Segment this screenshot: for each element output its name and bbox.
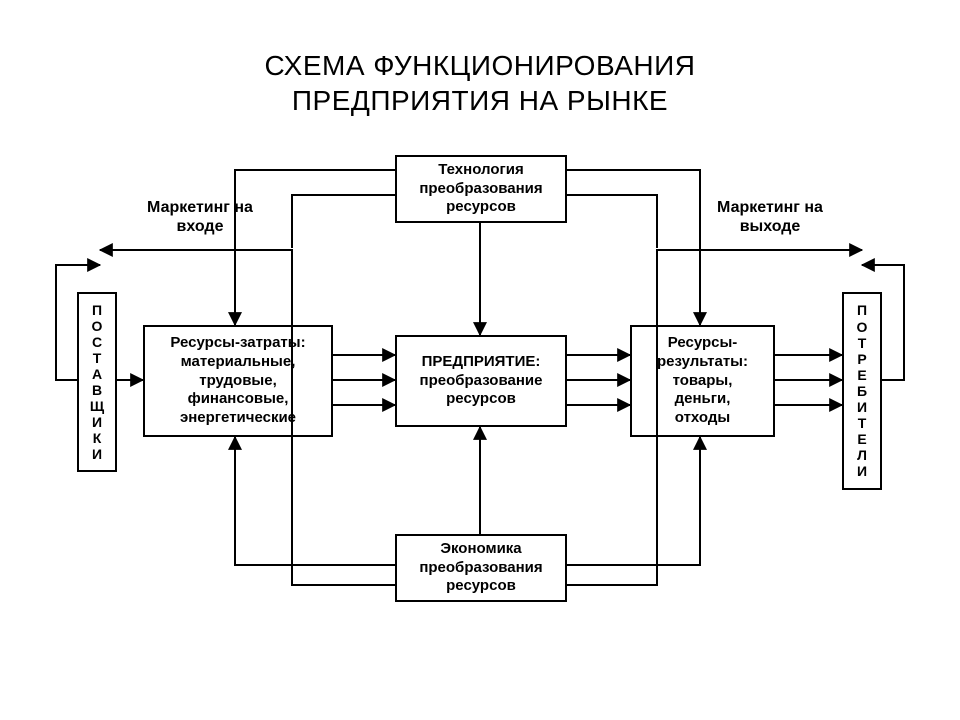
label-marketing-in: Маркетинг на входе: [110, 198, 290, 236]
node-economics-text: Экономика преобразования ресурсов: [419, 540, 542, 596]
node-resources: Ресурсы-затраты: материальные, трудовые,…: [143, 325, 333, 437]
node-economics: Экономика преобразования ресурсов: [395, 534, 567, 602]
node-consumers-text: П О Т Р Е Б И Т Е Л И: [857, 302, 868, 479]
diagram-canvas: { "title": "СХЕМА ФУНКЦИОНИРОВАНИЯ\nПРЕД…: [0, 0, 960, 720]
diagram-title: СХЕМА ФУНКЦИОНИРОВАНИЯ ПРЕДПРИЯТИЯ НА РЫ…: [0, 48, 960, 118]
node-technology: Технология преобразования ресурсов: [395, 155, 567, 223]
node-suppliers: П О С Т А В Щ И К И: [77, 292, 117, 472]
node-resources-text: Ресурсы-затраты: материальные, трудовые,…: [170, 334, 305, 428]
node-enterprise: ПРЕДПРИЯТИЕ: преобразование ресурсов: [395, 335, 567, 427]
node-results-text: Ресурсы- результаты: товары, деньги, отх…: [657, 334, 748, 428]
node-consumers: П О Т Р Е Б И Т Е Л И: [842, 292, 882, 490]
node-enterprise-text: ПРЕДПРИЯТИЕ: преобразование ресурсов: [420, 353, 543, 409]
node-suppliers-text: П О С Т А В Щ И К И: [90, 302, 104, 463]
node-technology-text: Технология преобразования ресурсов: [419, 161, 542, 217]
label-marketing-out: Маркетинг на выходе: [680, 198, 860, 236]
node-results: Ресурсы- результаты: товары, деньги, отх…: [630, 325, 775, 437]
